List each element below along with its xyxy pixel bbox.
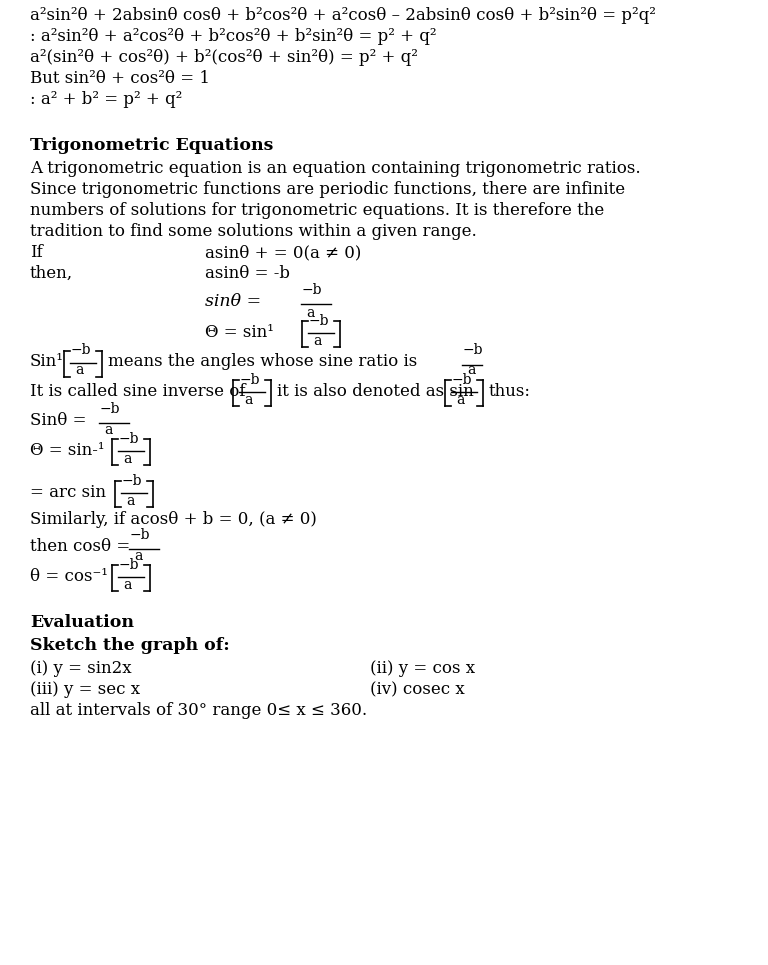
Text: it is also denoted as sin: it is also denoted as sin	[277, 383, 474, 400]
Text: a: a	[134, 549, 142, 564]
Text: −b: −b	[309, 314, 329, 328]
Text: a: a	[75, 364, 84, 377]
Text: tradition to find some solutions within a given range.: tradition to find some solutions within …	[30, 223, 477, 240]
Text: = arc sin: = arc sin	[30, 483, 106, 501]
Text: It is called sine inverse of: It is called sine inverse of	[30, 383, 246, 400]
Text: Sin¹: Sin¹	[30, 353, 64, 371]
Text: −b: −b	[122, 474, 143, 487]
Text: (iv) cosec x: (iv) cosec x	[370, 681, 465, 698]
Text: −b: −b	[119, 558, 140, 571]
Text: But sin²θ + cos²θ = 1: But sin²θ + cos²θ = 1	[30, 70, 210, 87]
Text: a: a	[467, 364, 475, 377]
Text: a²sin²θ + 2absinθ cosθ + b²cos²θ + a²cosθ – 2absinθ cosθ + b²sin²θ = p²q²: a²sin²θ + 2absinθ cosθ + b²cos²θ + a²cos…	[30, 7, 656, 24]
Text: a: a	[313, 334, 321, 348]
Text: Trigonometric Equations: Trigonometric Equations	[30, 137, 273, 154]
Text: numbers of solutions for trigonometric equations. It is therefore the: numbers of solutions for trigonometric e…	[30, 203, 604, 219]
Text: means the angles whose sine ratio is: means the angles whose sine ratio is	[108, 353, 417, 371]
Text: then cosθ =: then cosθ =	[30, 538, 131, 555]
Text: A trigonometric equation is an equation containing trigonometric ratios.: A trigonometric equation is an equation …	[30, 160, 641, 178]
Text: a: a	[104, 424, 112, 437]
Text: thus:: thus:	[489, 383, 531, 400]
Text: Sinθ =: Sinθ =	[30, 412, 87, 429]
Text: a: a	[306, 306, 314, 319]
Text: −b: −b	[302, 283, 323, 296]
Text: Θ = sin-¹: Θ = sin-¹	[30, 442, 104, 458]
Text: −b: −b	[119, 431, 140, 446]
Text: Similarly, if acosθ + b = 0, (a ≠ 0): Similarly, if acosθ + b = 0, (a ≠ 0)	[30, 511, 317, 528]
Text: −b: −b	[452, 372, 472, 387]
Text: Since trigonometric functions are periodic functions, there are infinite: Since trigonometric functions are period…	[30, 181, 625, 198]
Text: −b: −b	[100, 402, 121, 416]
Text: Θ = sin¹: Θ = sin¹	[205, 324, 274, 341]
Text: −b: −b	[240, 372, 260, 387]
Text: −b: −b	[71, 344, 91, 357]
Text: θ = cos⁻¹: θ = cos⁻¹	[30, 567, 108, 585]
Text: −b: −b	[463, 344, 484, 357]
Text: a: a	[123, 452, 131, 466]
Text: a²(sin²θ + cos²θ) + b²(cos²θ + sin²θ) = p² + q²: a²(sin²θ + cos²θ) + b²(cos²θ + sin²θ) = …	[30, 49, 418, 66]
Text: : a² + b² = p² + q²: : a² + b² = p² + q²	[30, 91, 182, 108]
Text: (ii) y = cos x: (ii) y = cos x	[370, 660, 475, 677]
Text: a: a	[244, 393, 253, 407]
Text: −b: −b	[130, 528, 151, 542]
Text: asinθ + = 0(a ≠ 0): asinθ + = 0(a ≠ 0)	[205, 244, 362, 262]
Text: all at intervals of 30° range 0≤ x ≤ 360.: all at intervals of 30° range 0≤ x ≤ 360…	[30, 703, 367, 719]
Text: asinθ = -b: asinθ = -b	[205, 265, 290, 283]
Text: a: a	[126, 494, 134, 508]
Text: sinθ =: sinθ =	[205, 292, 261, 310]
Text: If: If	[30, 244, 43, 262]
Text: (i) y = sin2x: (i) y = sin2x	[30, 660, 131, 677]
Text: : a²sin²θ + a²cos²θ + b²cos²θ + b²sin²θ = p² + q²: : a²sin²θ + a²cos²θ + b²cos²θ + b²sin²θ …	[30, 28, 436, 45]
Text: (iii) y = sec x: (iii) y = sec x	[30, 681, 140, 698]
Text: Sketch the graph of:: Sketch the graph of:	[30, 637, 230, 654]
Text: then,: then,	[30, 265, 73, 283]
Text: a: a	[123, 578, 131, 592]
Text: Evaluation: Evaluation	[30, 614, 134, 631]
Text: a: a	[456, 393, 465, 407]
